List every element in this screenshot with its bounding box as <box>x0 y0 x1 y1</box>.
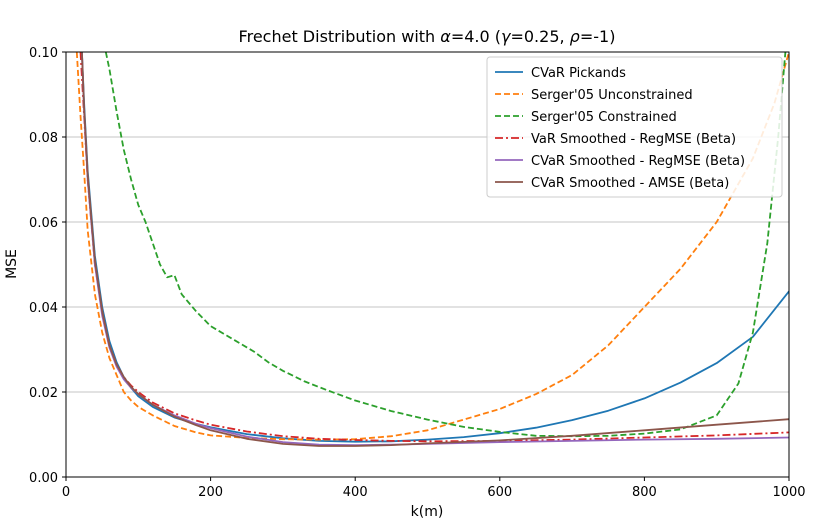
legend-box <box>486 56 783 198</box>
x-tick-label: 800 <box>632 485 657 500</box>
axes: 0.00 0.02 0.04 0.06 0.08 0.10 0 200 400 600 800 100… <box>29 46 806 500</box>
plot-frame <box>65 51 790 478</box>
y-axis-label: MSE <box>4 249 20 279</box>
y-tick-label: 0.00 <box>29 471 58 486</box>
y-tick-label: 0.02 <box>29 386 58 401</box>
x-axis-label: k(m) <box>411 504 444 519</box>
plot-lines <box>75 52 789 447</box>
legend: CVaR Pickands Serger'05 Unconstrained Serg… <box>486 56 783 198</box>
x-tick-label: 200 <box>198 485 223 500</box>
x-tick-label: 400 <box>343 485 368 500</box>
y-tick-label: 0.10 <box>29 46 58 61</box>
legend-label: Serger'05 Unconstrained <box>531 88 693 103</box>
legend-label: Serger'05 Constrained <box>531 110 677 125</box>
grid-lines <box>66 136 789 393</box>
chart-title: Frechet Distribution with α=4.0 (γ=0.25,… <box>239 27 616 46</box>
legend-label: CVaR Smoothed - RegMSE (Beta) <box>531 154 745 169</box>
x-tick-label: 600 <box>487 485 512 500</box>
series-line-6 <box>81 52 789 447</box>
legend-label: CVaR Pickands <box>531 66 626 81</box>
legend-label: VaR Smoothed - RegMSE (Beta) <box>531 132 736 147</box>
series-line-3 <box>104 52 787 438</box>
legend-label: CVaR Smoothed - AMSE (Beta) <box>531 176 729 191</box>
x-tick-label: 0 <box>62 485 70 500</box>
x-tick-label: 1000 <box>772 485 805 500</box>
y-tick-label: 0.06 <box>29 216 58 231</box>
y-tick-label: 0.08 <box>29 131 58 146</box>
y-tick-label: 0.04 <box>29 301 58 316</box>
